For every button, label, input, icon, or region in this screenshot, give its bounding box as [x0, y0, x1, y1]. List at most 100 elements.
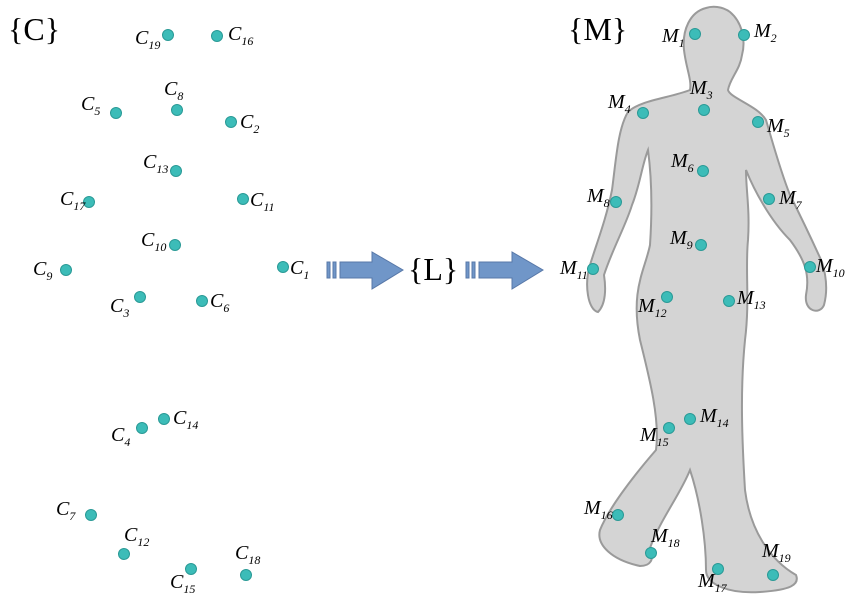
point-letter: C — [143, 151, 157, 173]
arrow-right — [466, 252, 543, 289]
point-letter: M — [697, 570, 716, 592]
point-dot — [613, 510, 624, 521]
point-subscript: 15 — [183, 582, 195, 596]
point-letter: C — [135, 27, 149, 49]
point-subscript: 7 — [69, 509, 76, 523]
mapping-title: {L} — [408, 251, 458, 287]
point-label: C16 — [228, 23, 253, 48]
point-dot — [699, 105, 710, 116]
point-letter: C — [235, 542, 249, 564]
point-dot — [163, 30, 174, 41]
point-letter: C — [60, 188, 74, 210]
point-letter: C — [56, 498, 70, 520]
point-dot — [212, 31, 223, 42]
point-label: M2 — [753, 20, 777, 45]
point-label: C2 — [240, 111, 259, 136]
point-dot — [159, 414, 170, 425]
point-dot — [646, 548, 657, 559]
point-label: M10 — [815, 255, 845, 280]
point-label: C1 — [290, 257, 309, 282]
point-letter: C — [290, 257, 304, 279]
point-subscript: 2 — [771, 31, 777, 45]
point-subscript: 12 — [137, 535, 149, 549]
point-dot — [278, 262, 289, 273]
point-letter: C — [240, 111, 254, 133]
source-set-title: {C} — [8, 11, 60, 47]
point-subscript: 16 — [601, 508, 613, 522]
point-subscript: 18 — [668, 536, 680, 550]
point-letter: M — [766, 115, 785, 137]
point-letter: M — [736, 287, 755, 309]
point-subscript: 11 — [577, 268, 588, 282]
point-subscript: 6 — [688, 161, 694, 175]
point-subscript: 12 — [655, 306, 667, 320]
point-subscript: 19 — [779, 551, 791, 565]
point-letter: M — [761, 540, 780, 562]
point-subscript: 14 — [186, 418, 198, 432]
point-dot — [611, 197, 622, 208]
point-subscript: 8 — [177, 89, 183, 103]
point-dot — [768, 570, 779, 581]
point-dot — [186, 564, 197, 575]
point-subscript: 6 — [223, 301, 229, 315]
point-letter: M — [559, 257, 578, 279]
point-subscript: 4 — [625, 102, 631, 116]
point-label: M13 — [736, 287, 766, 312]
point-subscript: 15 — [657, 435, 669, 449]
point-letter: C — [164, 78, 178, 100]
point-dot — [197, 296, 208, 307]
point-dot — [226, 117, 237, 128]
point-subscript: 4 — [124, 435, 130, 449]
point-letter: M — [661, 25, 680, 47]
point-letter: M — [607, 91, 626, 113]
point-letter: C — [141, 229, 155, 251]
point-letter: M — [670, 150, 689, 172]
point-label: C18 — [235, 542, 260, 567]
point-subscript: 3 — [706, 88, 713, 102]
point-dot — [805, 262, 816, 273]
point-letter: M — [586, 185, 605, 207]
point-subscript: 11 — [263, 200, 274, 214]
point-letter: M — [637, 295, 656, 317]
point-label: C5 — [81, 93, 100, 118]
point-letter: C — [124, 524, 138, 546]
point-subscript: 5 — [784, 126, 790, 140]
point-label: M18 — [650, 525, 680, 550]
point-label: M16 — [583, 497, 613, 522]
point-letter: M — [639, 424, 658, 446]
point-label: C7 — [56, 498, 76, 523]
point-label: C12 — [124, 524, 149, 549]
point-dot — [588, 264, 599, 275]
point-label: C14 — [173, 407, 198, 432]
point-dot — [111, 108, 122, 119]
point-dot — [137, 423, 148, 434]
point-dot — [172, 105, 183, 116]
point-label: M1 — [661, 25, 685, 50]
point-letter: M — [753, 20, 772, 42]
point-label: C10 — [141, 229, 166, 254]
point-letter: M — [669, 227, 688, 249]
point-dot — [119, 549, 130, 560]
point-dot — [753, 117, 764, 128]
point-dot — [690, 29, 701, 40]
point-letter: M — [815, 255, 834, 277]
point-label: C11 — [250, 189, 274, 214]
point-dot — [171, 166, 182, 177]
point-dot — [685, 414, 696, 425]
point-subscript: 14 — [717, 416, 729, 430]
arrow-left — [327, 252, 403, 289]
point-dot — [238, 194, 249, 205]
point-label: C13 — [143, 151, 168, 176]
point-label: M5 — [766, 115, 790, 140]
point-label: M4 — [607, 91, 631, 116]
point-subscript: 19 — [148, 38, 160, 52]
point-dot — [170, 240, 181, 251]
point-label: C3 — [110, 295, 129, 320]
point-subscript: 1 — [303, 268, 309, 282]
point-dot — [664, 423, 675, 434]
point-label: C9 — [33, 258, 52, 283]
point-subscript: 16 — [241, 34, 253, 48]
point-letter: M — [650, 525, 669, 547]
point-subscript: 10 — [833, 266, 845, 280]
point-label: C4 — [111, 424, 130, 449]
